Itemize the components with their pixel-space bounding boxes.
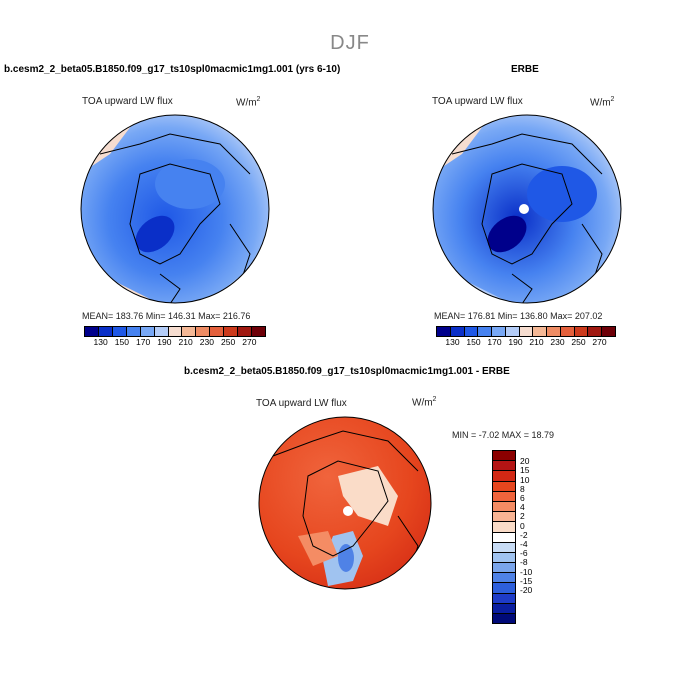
colorbar-swatch <box>493 491 515 502</box>
colorbar-swatch <box>493 542 515 553</box>
colorbar-swatch <box>478 327 493 336</box>
model-variable-label: TOA upward LW flux <box>82 96 173 107</box>
colorbar-swatch <box>112 327 127 336</box>
colorbar-tick-label: 250 <box>221 337 236 347</box>
colorbar-swatch <box>210 327 225 336</box>
colorbar-tick-label: -4 <box>520 539 528 549</box>
diff-panel-title: b.cesm2_2_beta05.B1850.f09_g17_ts10spl0m… <box>184 366 510 377</box>
colorbar-swatch <box>154 327 169 336</box>
model-polar-map <box>80 114 270 304</box>
colorbar-swatch <box>602 327 615 336</box>
diff-variable-label: TOA upward LW flux <box>256 398 347 409</box>
colorbar-swatch <box>493 532 515 543</box>
colorbar-swatch <box>196 327 211 336</box>
diff-colorbar <box>492 450 516 625</box>
colorbar-swatch <box>547 327 561 336</box>
obs-colorbar: 130 150 170 190 210 230 250 270 <box>436 326 616 347</box>
colorbar-tick-label: -10 <box>520 566 533 577</box>
colorbar-swatch <box>493 501 515 513</box>
diff-units-label: W/m2 <box>412 396 437 409</box>
colorbar-swatch <box>493 573 515 584</box>
colorbar-tick-label: -15 <box>520 575 533 586</box>
colorbar-tick-label: 170 <box>136 337 151 347</box>
colorbar-swatch <box>519 327 534 336</box>
colorbar-swatch <box>574 327 589 336</box>
colorbar-swatch <box>493 471 515 482</box>
colorbar-tick-label: 250 <box>571 337 586 347</box>
colorbar-swatch <box>493 593 515 604</box>
colorbar-swatch <box>493 603 515 614</box>
colorbar-swatch <box>224 327 239 336</box>
colorbar-tick-label: 6 <box>520 493 525 503</box>
colorbar-swatch <box>492 327 506 336</box>
colorbar-tick-label: -2 <box>520 529 528 540</box>
model-colorbar: 130 150 170 190 210 230 250 270 <box>84 326 266 347</box>
colorbar-swatch <box>493 614 515 624</box>
colorbar-tick-label: 170 <box>487 337 502 347</box>
colorbar-tick-label: 20 <box>520 456 530 467</box>
model-units-label: W/m2 <box>236 96 261 109</box>
model-panel-title: b.cesm2_2_beta05.B1850.f09_g17_ts10spl0m… <box>4 64 341 75</box>
colorbar-tick-label: 8 <box>520 483 525 494</box>
colorbar-tick-label: 210 <box>178 337 193 347</box>
colorbar-swatch <box>252 327 265 336</box>
colorbar-swatch <box>437 327 451 336</box>
colorbar-tick-label: 10 <box>520 474 530 485</box>
colorbar-tick-label: 190 <box>157 337 172 347</box>
colorbar-swatch <box>85 327 99 336</box>
colorbar-swatch <box>493 563 515 574</box>
diff-stats: MIN = -7.02 MAX = 18.79 <box>452 430 555 440</box>
diff-colorbar-ticks: 20 15 10 8 6 4 2 0 -2 -4 -6 -8 -10 -15 -20 <box>520 450 550 610</box>
colorbar-swatch <box>493 552 515 564</box>
obs-units-label: W/m2 <box>590 96 615 109</box>
colorbar-swatch <box>450 327 465 336</box>
colorbar-swatch <box>182 327 197 336</box>
colorbar-tick-label: 210 <box>529 337 544 347</box>
colorbar-swatch <box>238 327 253 336</box>
colorbar-swatch <box>493 481 515 492</box>
colorbar-tick-label: 150 <box>466 337 481 347</box>
colorbar-tick-label: -6 <box>520 548 528 559</box>
colorbar-swatch <box>98 327 113 336</box>
diff-polar-map <box>258 416 432 590</box>
colorbar-tick-label: 15 <box>520 465 530 476</box>
colorbar-swatch <box>493 583 515 594</box>
colorbar-tick-label: 230 <box>550 337 565 347</box>
colorbar-tick-label: -8 <box>520 557 528 568</box>
colorbar-tick-label: 2 <box>520 511 525 522</box>
colorbar-swatch <box>588 327 603 336</box>
colorbar-swatch <box>126 327 141 336</box>
colorbar-tick-label: 0 <box>520 520 525 531</box>
colorbar-swatch <box>493 522 515 533</box>
colorbar-swatch <box>140 327 155 336</box>
colorbar-swatch <box>493 512 515 523</box>
colorbar-tick-label: 190 <box>508 337 523 347</box>
colorbar-swatch <box>493 451 515 462</box>
colorbar-swatch <box>560 327 575 336</box>
colorbar-swatch <box>505 327 520 336</box>
colorbar-swatch <box>493 461 515 472</box>
colorbar-swatch <box>533 327 548 336</box>
colorbar-tick-label: 4 <box>520 502 525 513</box>
colorbar-tick-label: -20 <box>520 585 533 595</box>
colorbar-swatch <box>168 327 183 336</box>
season-title: DJF <box>330 32 370 54</box>
colorbar-swatch <box>464 327 479 336</box>
colorbar-tick-label: 130 <box>445 337 460 347</box>
obs-polar-map <box>432 114 622 304</box>
obs-variable-label: TOA upward LW flux <box>432 96 523 107</box>
colorbar-tick-label: 150 <box>114 337 129 347</box>
colorbar-tick-label: 230 <box>199 337 214 347</box>
colorbar-tick-label: 270 <box>592 337 607 347</box>
model-stats: MEAN= 183.76 Min= 146.31 Max= 216.76 <box>82 311 251 321</box>
colorbar-tick-label: 270 <box>242 337 257 347</box>
obs-panel-title: ERBE <box>511 64 539 75</box>
obs-stats: MEAN= 176.81 Min= 136.80 Max= 207.02 <box>434 311 603 321</box>
colorbar-tick-label: 130 <box>93 337 108 347</box>
